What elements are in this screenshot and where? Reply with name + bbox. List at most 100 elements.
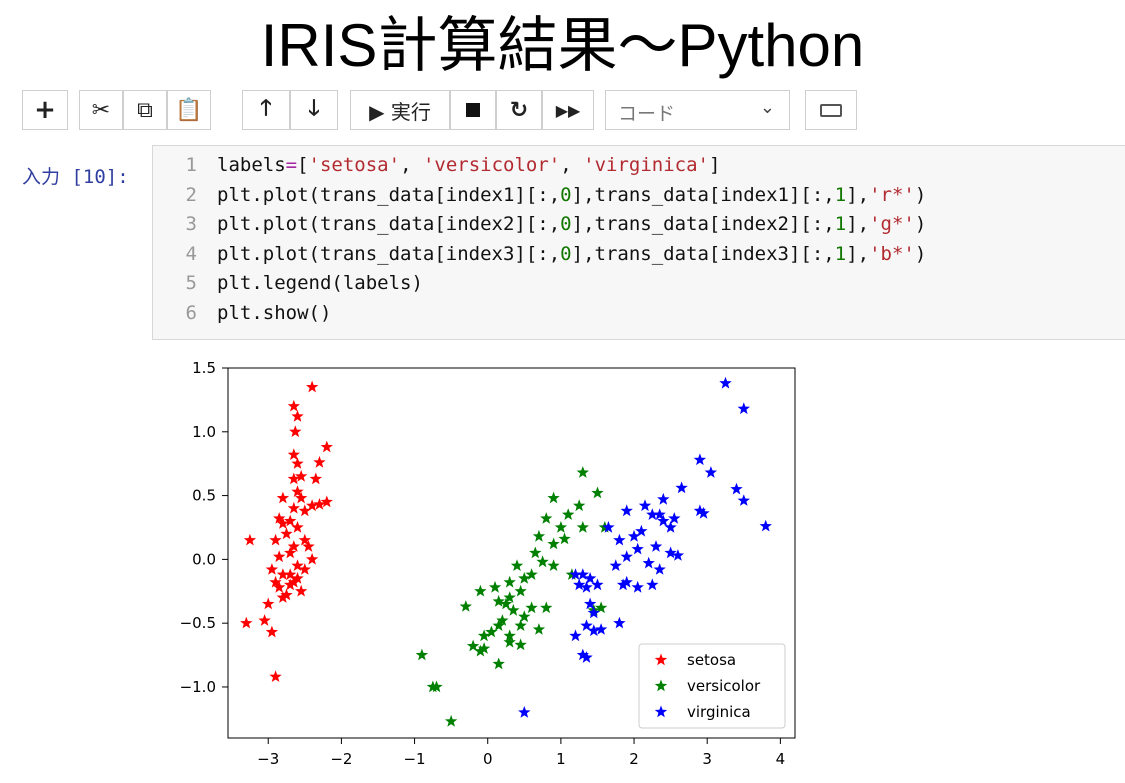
data-point-versicolor <box>529 546 542 559</box>
data-point-virginica <box>638 499 652 512</box>
slide-title: IRIS計算結果～Python <box>260 12 865 79</box>
code-token: 0 <box>560 183 572 206</box>
paste-icon: 📋 <box>175 97 203 123</box>
code-text: plt.plot(trans_data[index3][:,0],trans_d… <box>217 243 926 265</box>
data-point-virginica <box>587 606 600 619</box>
data-point-versicolor <box>514 638 527 651</box>
cell-prompt: 入力 [10]: <box>22 166 129 188</box>
data-point-virginica <box>642 556 655 569</box>
code-token: , <box>560 154 584 176</box>
code-token: ],trans_data[index1][:, <box>571 183 835 206</box>
data-point-virginica <box>613 533 626 546</box>
y-tick-label: 1.5 <box>192 359 216 377</box>
y-tick-label: 0.5 <box>192 487 216 505</box>
data-point-virginica <box>631 580 644 593</box>
code-token: 1 <box>834 213 847 235</box>
data-point-versicolor <box>474 584 487 597</box>
code-editor[interactable]: 1 labels=['setosa', 'versicolor', 'virgin… <box>152 145 1125 340</box>
command-palette-button[interactable] <box>805 90 857 130</box>
data-point-setosa <box>287 399 300 412</box>
data-point-virginica <box>653 563 666 575</box>
x-tick-label: 0 <box>483 750 493 768</box>
data-point-versicolor <box>459 600 472 612</box>
line-number: 1 <box>185 154 197 176</box>
paste-button[interactable]: 📋 <box>167 90 211 130</box>
restart-button[interactable]: ↻ <box>496 90 542 130</box>
data-point-virginica <box>693 453 707 466</box>
data-point-virginica <box>657 492 670 505</box>
move-up-button[interactable]: 🡑 <box>242 90 290 130</box>
data-point-setosa <box>280 588 293 601</box>
cut-button[interactable]: ✂ <box>79 90 123 130</box>
data-point-setosa <box>284 514 297 527</box>
data-point-setosa <box>306 552 319 565</box>
interrupt-button[interactable] <box>450 90 496 130</box>
data-point-setosa <box>309 472 322 485</box>
code-token: plt.legend(labels) <box>217 272 423 294</box>
code-token: 'r*' <box>869 183 915 206</box>
data-point-versicolor <box>518 610 531 623</box>
cell-type-value: コード <box>618 103 676 125</box>
data-point-versicolor <box>466 639 480 652</box>
code-token: plt.plot(trans_data[index1][:, <box>217 183 561 206</box>
code-token: ) <box>914 213 927 235</box>
data-point-versicolor <box>518 572 531 584</box>
run-button[interactable]: ▶ 実行 <box>350 90 450 130</box>
data-point-setosa <box>287 501 300 514</box>
code-token: ],trans_data[index3][:, <box>571 242 835 265</box>
line-number: 2 <box>185 183 197 206</box>
data-point-virginica <box>646 578 659 591</box>
data-point-versicolor <box>576 521 589 533</box>
data-point-virginica <box>620 504 633 517</box>
data-point-versicolor <box>477 629 491 642</box>
data-point-virginica <box>693 504 707 517</box>
run-all-button[interactable]: ▶▶ <box>542 90 594 130</box>
data-point-virginica <box>580 651 593 663</box>
data-point-versicolor <box>562 508 575 520</box>
add-cell-button[interactable]: + <box>22 90 68 130</box>
data-point-virginica <box>584 572 597 584</box>
y-tick-label: 1.0 <box>192 423 216 441</box>
copy-button[interactable]: ⧉ <box>123 90 167 130</box>
data-point-versicolor <box>532 529 546 542</box>
data-point-virginica <box>576 568 589 580</box>
data-point-virginica <box>609 559 622 571</box>
data-point-setosa <box>276 491 290 504</box>
data-point-versicolor <box>485 625 498 638</box>
data-point-versicolor <box>492 619 505 631</box>
data-point-setosa <box>273 580 286 593</box>
plus-icon: + <box>34 95 56 125</box>
data-point-setosa <box>276 517 290 529</box>
keyboard-icon <box>820 103 842 117</box>
data-point-setosa <box>295 469 308 482</box>
code-token: ],trans_data[index2][:, <box>571 213 835 235</box>
data-point-versicolor <box>492 657 505 670</box>
data-point-versicolor <box>514 619 527 631</box>
x-tick-label: −1 <box>403 750 425 768</box>
data-point-versicolor <box>415 648 429 661</box>
code-token: plt.plot(trans_data[index2][:, <box>217 213 561 235</box>
legend-marker-setosa <box>654 653 668 666</box>
x-tick-label: 1 <box>556 750 566 768</box>
data-point-virginica <box>620 550 633 563</box>
legend-marker-versicolor <box>654 679 668 692</box>
data-point-setosa <box>262 597 275 610</box>
data-point-virginica <box>613 616 626 629</box>
move-down-button[interactable]: 🡓 <box>290 90 338 130</box>
data-point-setosa <box>276 568 290 580</box>
code-token: ) <box>914 183 927 206</box>
cell-type-select[interactable]: コード ⌄ <box>605 90 790 130</box>
code-token: [ <box>297 154 309 176</box>
data-point-versicolor <box>591 486 604 499</box>
data-point-setosa <box>273 550 286 563</box>
data-point-virginica <box>594 623 608 635</box>
data-point-versicolor <box>445 714 458 727</box>
code-token: ], <box>846 183 870 206</box>
data-point-virginica <box>631 542 644 555</box>
legend-label: versicolor <box>687 677 761 695</box>
data-point-versicolor <box>536 555 549 568</box>
data-point-virginica <box>580 580 593 593</box>
data-point-setosa <box>269 533 282 546</box>
data-point-setosa <box>287 540 300 552</box>
data-point-versicolor <box>507 603 520 616</box>
